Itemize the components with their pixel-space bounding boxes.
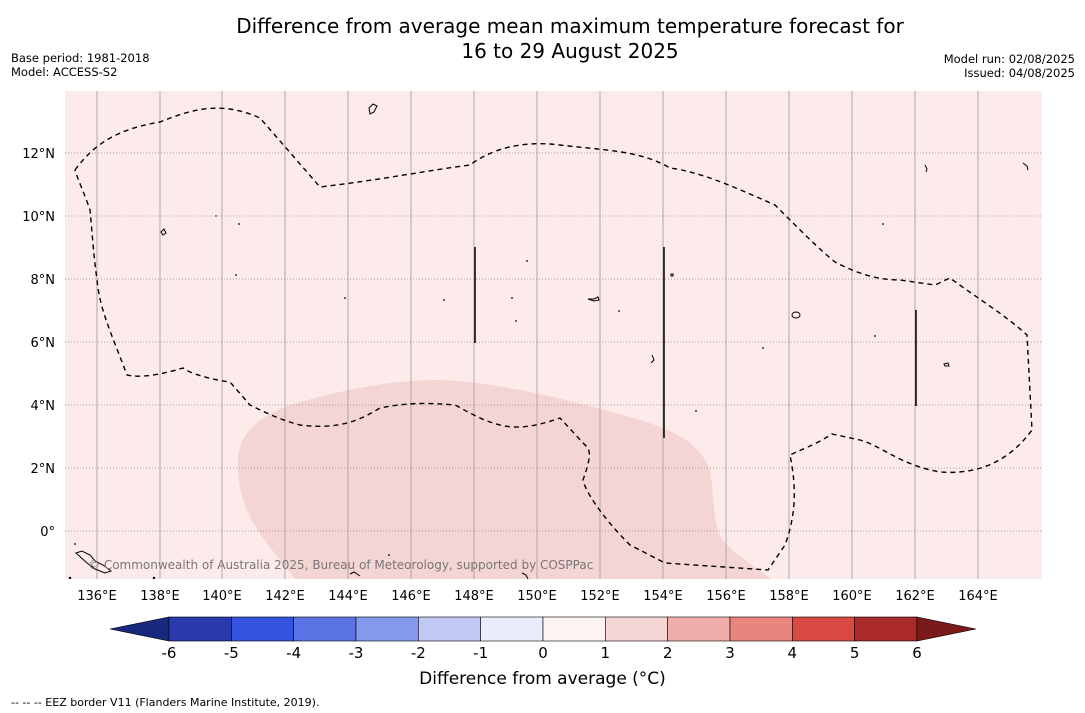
- grid-lines: [96, 91, 979, 579]
- colorbar-tick-label: 2: [663, 644, 673, 662]
- colorbar-tick-label: 1: [601, 644, 611, 662]
- base-period: Base period: 1981-2018: [11, 51, 150, 65]
- lon-label: 154°E: [643, 589, 683, 604]
- lat-label: 0°: [40, 525, 55, 540]
- lon-label: 160°E: [832, 589, 872, 604]
- colorbar-cell: [667, 616, 731, 642]
- colorbar-tick-label: 5: [850, 644, 860, 662]
- lon-label: 156°E: [706, 589, 746, 604]
- colorbar-tick-label: 3: [725, 644, 735, 662]
- colorbar-tick-label: -2: [411, 644, 426, 662]
- colorbar-cell: [231, 616, 294, 642]
- lon-label: 146°E: [391, 589, 431, 604]
- island-dots: [68, 215, 884, 579]
- map-title: Difference from average mean maximum tem…: [0, 14, 1085, 64]
- colorbar-over-arrow: [916, 616, 977, 642]
- colorbar-label: Difference from average (°C): [419, 669, 666, 689]
- meta-right: Model run: 02/08/2025 Issued: 04/08/2025: [944, 52, 1075, 80]
- issued-date: Issued: 04/08/2025: [964, 66, 1075, 80]
- lon-label: 144°E: [328, 589, 368, 604]
- model-run: Model run: 02/08/2025: [943, 52, 1075, 66]
- eez-footnote: -- -- -- EEZ border V11 (Flanders Marine…: [11, 696, 320, 709]
- lon-label: 162°E: [895, 589, 935, 604]
- title-line-1: Difference from average mean maximum tem…: [236, 14, 904, 38]
- colorbar-tick-label: -4: [286, 644, 301, 662]
- meta-left: Base period: 1981-2018 Model: ACCESS-S2: [11, 51, 150, 79]
- lon-label: 140°E: [202, 589, 242, 604]
- lon-label: 142°E: [265, 589, 305, 604]
- colorbar-cell: [729, 616, 793, 642]
- model-name: Model: ACCESS-S2: [11, 65, 118, 79]
- eez-border-palau-fsm: [74, 107, 1033, 571]
- lon-labels: 136°E 138°E 140°E 142°E 144°E 146°E 148°…: [77, 589, 998, 604]
- colorbar-tick-label: 6: [912, 644, 922, 662]
- lat-label: 8°N: [31, 273, 56, 288]
- lat-labels: 12°N 10°N 8°N 6°N 4°N 2°N 0°: [22, 147, 55, 540]
- colorbar-tick-label: -3: [349, 644, 364, 662]
- colorbar-tick-label: -5: [224, 644, 239, 662]
- colorbar: -6 -5 -4 -3 -2 -1 0 1 2 3 4 5 6: [109, 616, 977, 662]
- title-line-2: 16 to 29 August 2025: [461, 39, 679, 63]
- anomaly-region-1-to-2: [237, 380, 772, 579]
- colorbar-under-arrow: [109, 616, 170, 642]
- colorbar-cell: [854, 616, 918, 642]
- colorbar-cell: [418, 616, 481, 642]
- lat-label: 10°N: [22, 210, 55, 225]
- lat-label: 2°N: [31, 462, 56, 477]
- colorbar-tick-label: -1: [473, 644, 488, 662]
- colorbar-tick-label: 4: [788, 644, 798, 662]
- eez-borders: [74, 107, 1033, 571]
- colorbar-tick-label: -6: [162, 644, 177, 662]
- lat-label: 4°N: [31, 399, 56, 414]
- lat-label: 6°N: [31, 336, 56, 351]
- colorbar-cell: [480, 616, 544, 642]
- islands: [75, 103, 1029, 579]
- colorbar-tick-label: 0: [538, 644, 548, 662]
- colorbar-cell: [605, 616, 668, 642]
- copyright-note: © Commonwealth of Australia 2025, Bureau…: [88, 558, 594, 572]
- colorbar-cell: [355, 616, 419, 642]
- lon-label: 138°E: [140, 589, 180, 604]
- colorbar-cell: [542, 616, 606, 642]
- lon-label: 158°E: [769, 589, 809, 604]
- lon-label: 164°E: [958, 589, 998, 604]
- colorbar-cell: [168, 616, 232, 642]
- lon-label: 148°E: [454, 589, 494, 604]
- boundary-lines: [474, 247, 917, 438]
- colorbar-cell: [293, 616, 357, 642]
- lon-label: 152°E: [580, 589, 620, 604]
- lon-label: 150°E: [517, 589, 557, 604]
- colorbar-cell: [792, 616, 855, 642]
- lat-label: 12°N: [22, 147, 55, 162]
- lon-label: 136°E: [77, 589, 117, 604]
